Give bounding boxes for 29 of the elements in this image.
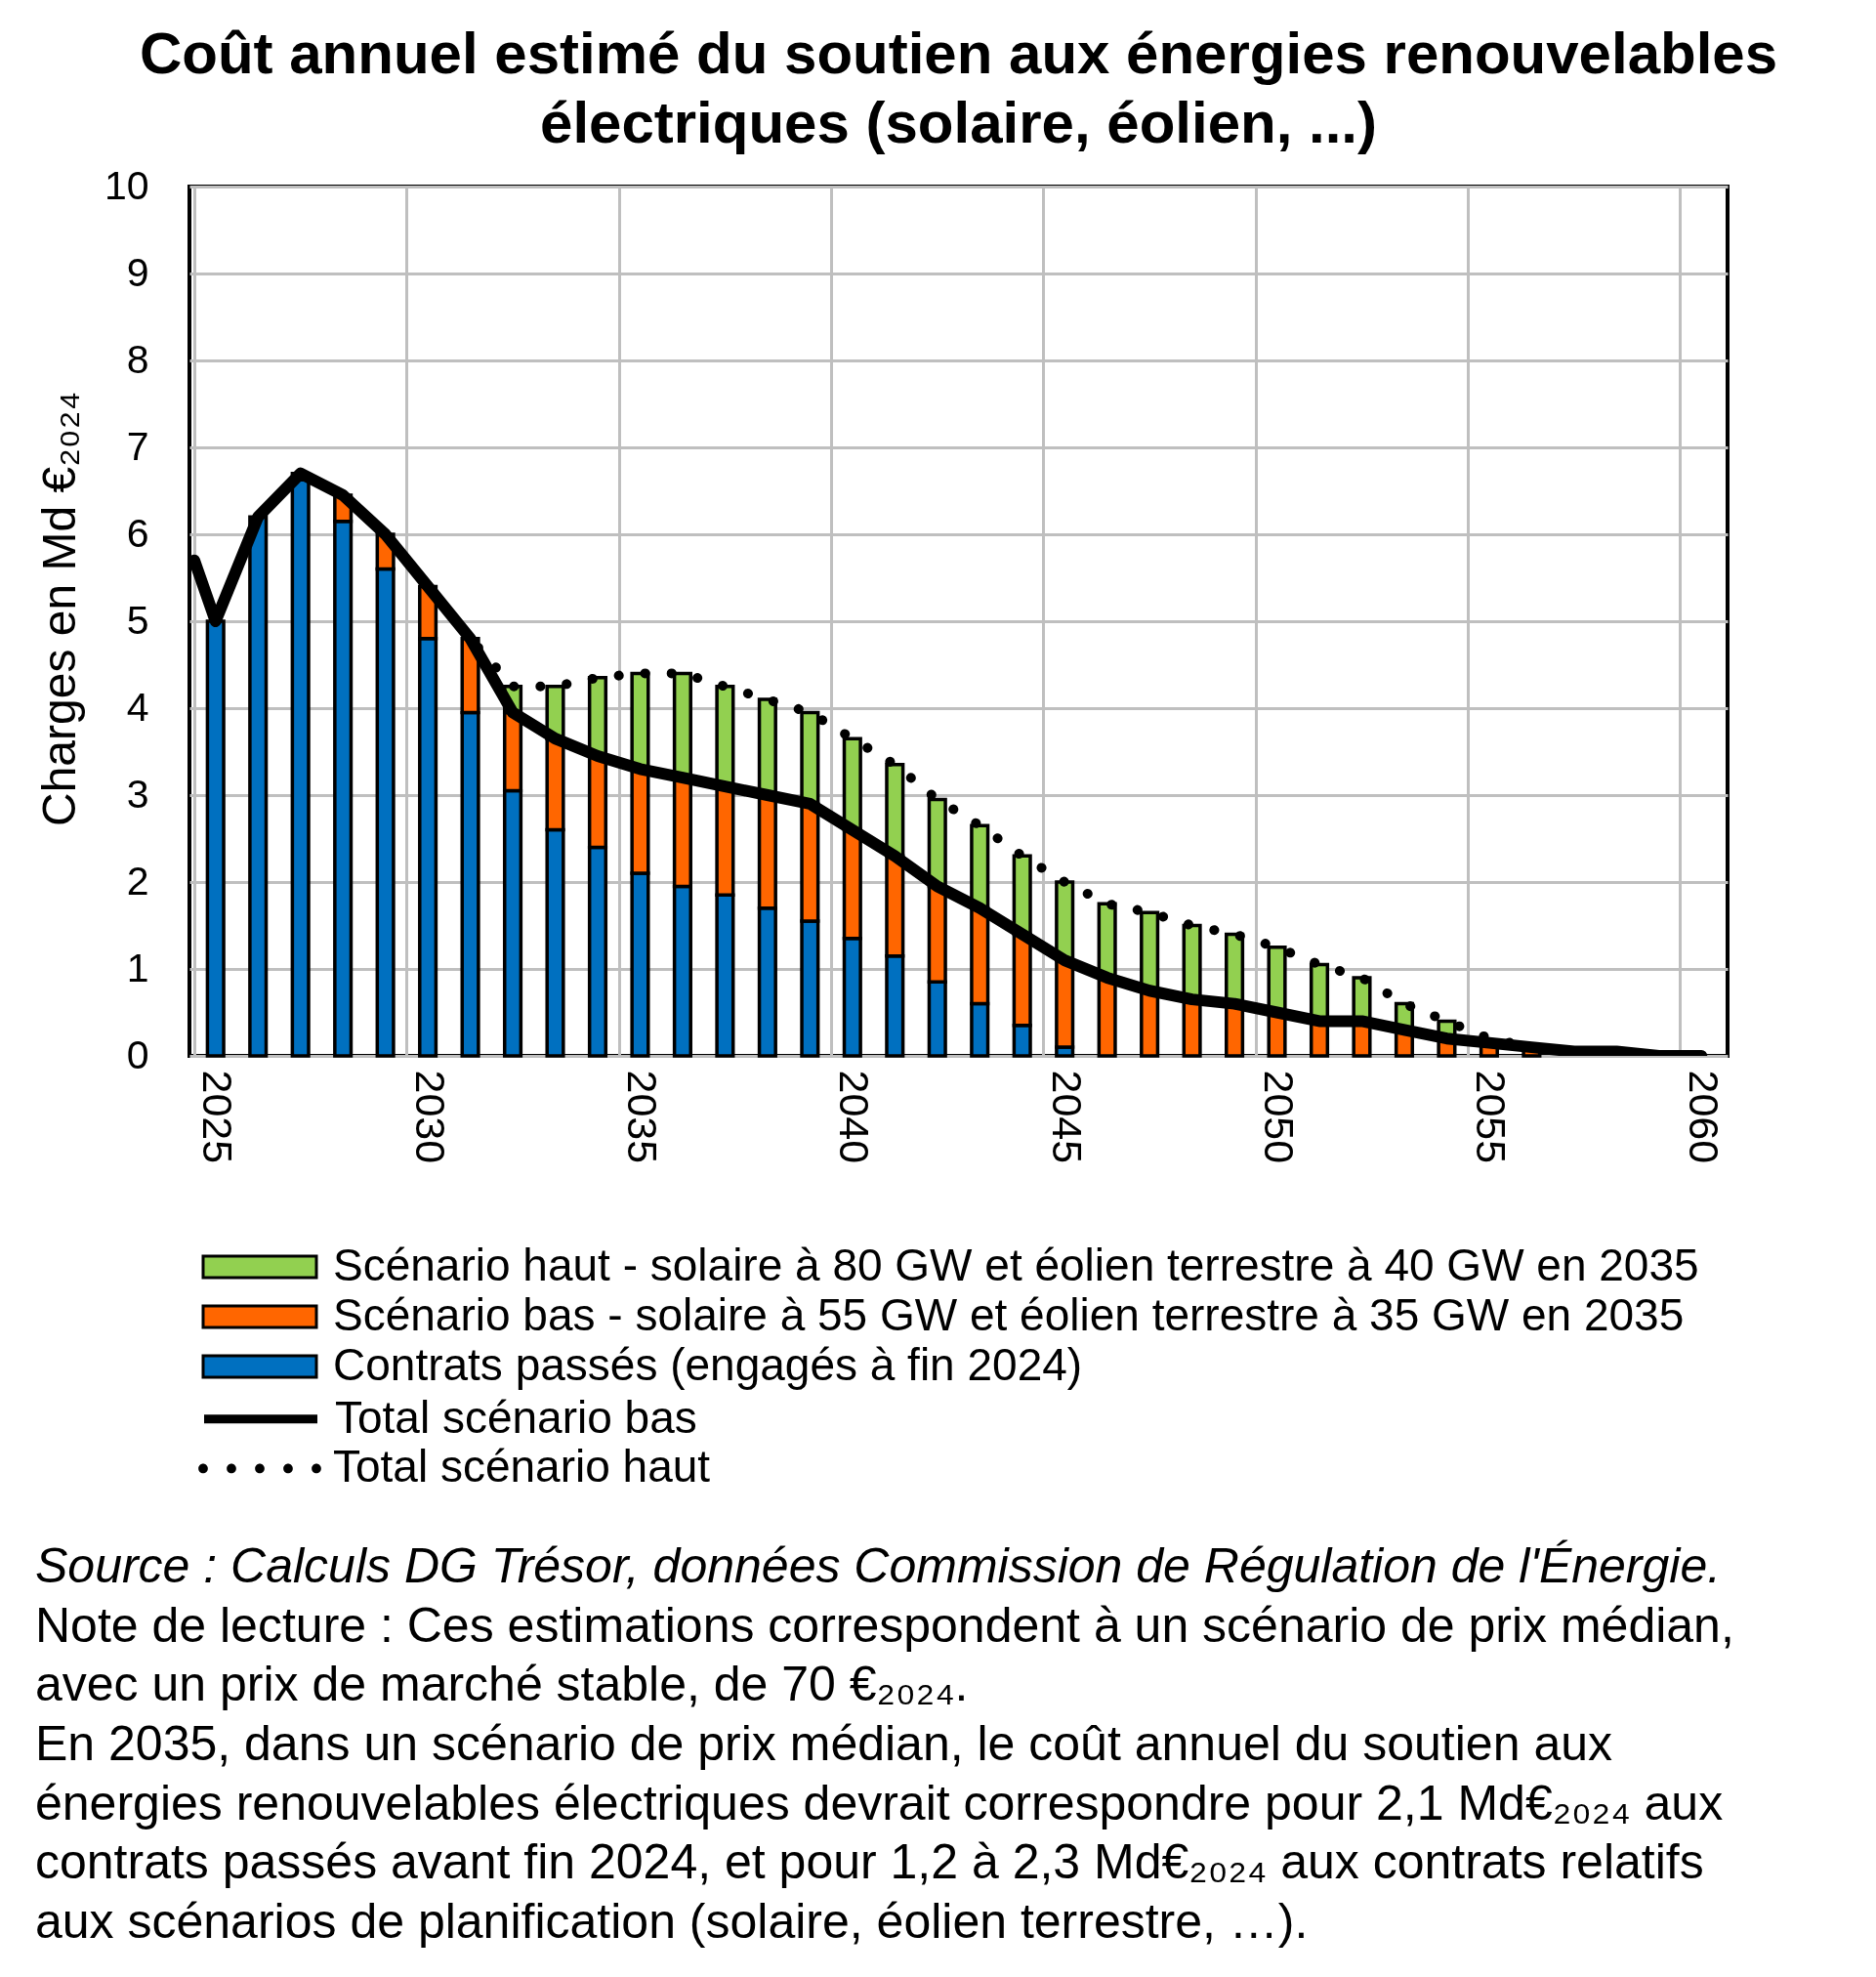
- x-tick-label: 2045: [1043, 1070, 1091, 1164]
- text: Note de lecture : Ces estimations correspondent à un scénario de prix médian, avec un prix de marché stable, de 70 €₂₀₂₄.: [35, 1597, 1734, 1712]
- legend-label: Scénario bas - solaire à 55 GW et éolien terrestre à 35 GW en 2035: [333, 1289, 1685, 1340]
- x-tick-label: 2040: [831, 1070, 879, 1164]
- y-tick-label: 4: [126, 684, 149, 730]
- x-tick-label: 2025: [194, 1070, 242, 1164]
- y-axis-title: Charges en Md €₂₀₂₄: [32, 392, 85, 826]
- y-tick-label: 6: [126, 510, 149, 556]
- y-tick-label: 9: [126, 249, 149, 295]
- x-tick-label: 2055: [1468, 1070, 1516, 1164]
- y-tick-label: 3: [126, 771, 149, 817]
- y-tick-label: 1: [126, 945, 149, 990]
- legend-label: Scénario haut - solaire à 80 GW et éolien terrestre à 40 GW en 2035: [333, 1240, 1699, 1290]
- x-tick-label: 2050: [1256, 1070, 1304, 1164]
- source-note: Source : Calculs DG Trésor, données Commission de Régulation de l'Énergie.: [35, 1538, 1722, 1593]
- y-tick-label: 8: [126, 336, 149, 382]
- x-tick-label: 2035: [618, 1070, 666, 1164]
- y-tick-label: 10: [104, 162, 149, 208]
- legend-label: Total scénario haut: [333, 1441, 711, 1493]
- legend-label: Contrats passés (engagés à fin 2024): [333, 1339, 1083, 1390]
- chart-title: Coût annuel estimé du soutien aux énergies renouvelables électriques (solaire, éolien, ...): [139, 21, 1778, 155]
- y-tick-label: 2: [126, 858, 149, 904]
- y-tick-label: 0: [126, 1031, 149, 1077]
- x-tick-label: 2060: [1680, 1070, 1728, 1164]
- y-tick-label: 5: [126, 597, 149, 643]
- legend-label: Total scénario bas: [335, 1391, 697, 1443]
- y-tick-label: 7: [126, 423, 149, 469]
- text: En 2035, dans un scénario de prix médian, le coût annuel du soutien aux énergies renouvelables électriques devrait correspondre pour 2,1 Md€₂₀₂₄ aux contrats passés avant fin 2024, et pour 1,2 à 2,3 Md€₂₀₂₄ aux contrats relatifs aux scénarios de planification (solaire, éolien terrestre, …).: [35, 1716, 1724, 1950]
- x-tick-label: 2030: [406, 1070, 454, 1164]
